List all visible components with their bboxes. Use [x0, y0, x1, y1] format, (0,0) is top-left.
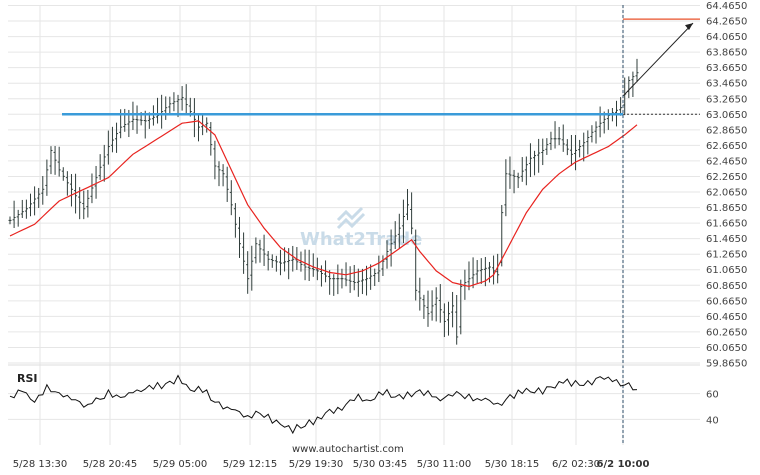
- rsi-line: [9, 374, 638, 435]
- price-tick-label: 61.4650: [706, 234, 747, 245]
- watermark-logo-icon: [336, 206, 366, 230]
- forecast-arrowhead-icon: [685, 23, 693, 31]
- rsi-level-label: 40: [706, 415, 719, 426]
- price-tick-label: 62.2650: [706, 172, 747, 183]
- price-tick-label: 59.8650: [706, 359, 747, 370]
- price-tick-label: 62.8650: [706, 125, 747, 136]
- price-tick-label: 63.2650: [706, 94, 747, 105]
- time-tick-label: 5/29 12:15: [223, 459, 277, 470]
- time-tick-label: 5/29 05:00: [153, 459, 207, 470]
- price-tick-label: 63.6650: [706, 63, 747, 74]
- price-tick-label: 60.8650: [706, 281, 747, 292]
- time-tick-label: 5/30 18:15: [485, 459, 539, 470]
- price-tick-label: 63.4650: [706, 79, 747, 90]
- price-tick-label: 60.4650: [706, 312, 747, 323]
- price-tick-label: 62.0650: [706, 188, 747, 199]
- moving-average-line: [9, 120, 638, 288]
- price-tick-label: 64.2650: [706, 17, 747, 28]
- price-tick-label: 61.0650: [706, 265, 747, 276]
- rsi-level-label: 60: [706, 390, 719, 401]
- time-tick-label: 5/28 20:45: [83, 459, 137, 470]
- price-tick-label: 61.8650: [706, 203, 747, 214]
- price-tick-label: 61.2650: [706, 250, 747, 261]
- price-tick-label: 60.6650: [706, 296, 747, 307]
- time-tick-label: 6/2 10:00: [597, 459, 650, 470]
- price-tick-label: 64.4650: [706, 1, 747, 12]
- watermark-text: What2Trade: [300, 229, 422, 250]
- time-tick-label: 5/28 13:30: [13, 459, 67, 470]
- price-tick-label: 64.0650: [706, 32, 747, 43]
- price-tick-label: 62.6650: [706, 141, 747, 152]
- price-tick-label: 63.0650: [706, 110, 747, 121]
- rsi-title: RSI: [17, 372, 38, 385]
- price-tick-label: 61.6650: [706, 219, 747, 230]
- time-tick-label: 5/30 03:45: [353, 459, 407, 470]
- price-tick-label: 60.0650: [706, 343, 747, 354]
- footer-url: www.autochartist.com: [292, 444, 404, 455]
- price-tick-label: 62.4650: [706, 156, 747, 167]
- price-tick-label: 60.2650: [706, 327, 747, 338]
- forecast-arrow: [622, 22, 694, 97]
- price-tick-label: 63.8650: [706, 48, 747, 59]
- time-tick-label: 6/2 02:30: [552, 459, 600, 470]
- time-tick-label: 5/29 19:30: [289, 459, 343, 470]
- time-tick-label: 5/30 11:00: [417, 459, 471, 470]
